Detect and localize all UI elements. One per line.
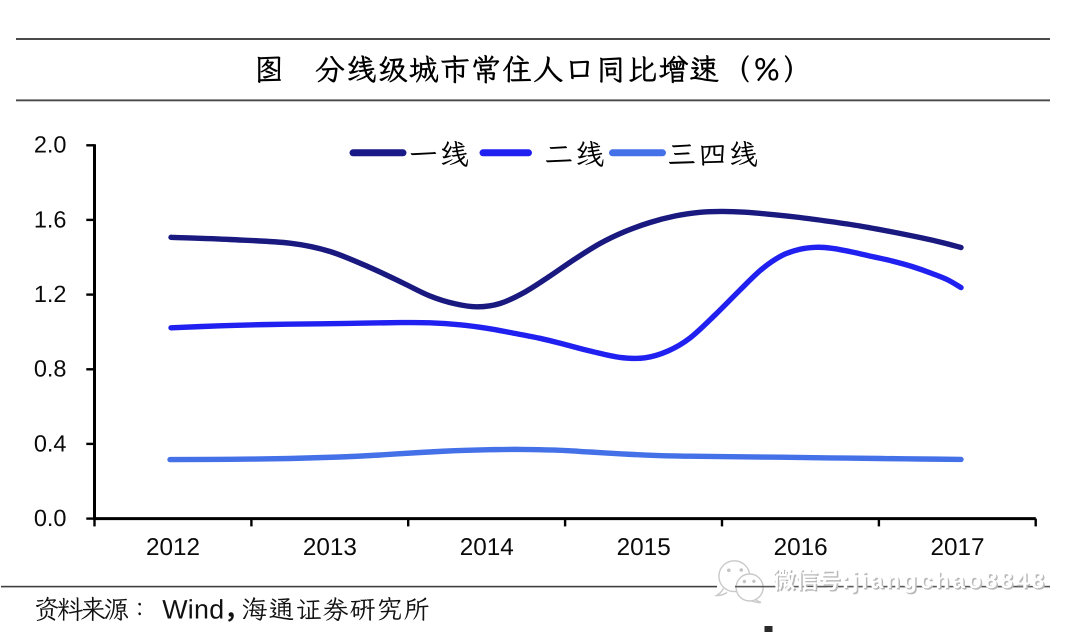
svg-text:1.6: 1.6 — [34, 206, 67, 232]
svg-text:2.0: 2.0 — [34, 132, 67, 158]
svg-text:0.8: 0.8 — [34, 356, 67, 382]
svg-text:Wind: Wind — [162, 594, 224, 624]
svg-text:2013: 2013 — [303, 534, 357, 561]
svg-text:0.4: 0.4 — [34, 430, 67, 456]
svg-text:2016: 2016 — [774, 534, 828, 561]
svg-text:1.2: 1.2 — [34, 281, 67, 307]
svg-text:2014: 2014 — [460, 534, 514, 561]
svg-text:2012: 2012 — [146, 534, 200, 561]
svg-text::jiangchao8848: :jiangchao8848 — [843, 569, 1048, 595]
svg-text::jiangchao8848: :jiangchao8848 — [842, 567, 1047, 593]
svg-text:2017: 2017 — [930, 534, 984, 561]
svg-text:2015: 2015 — [617, 534, 671, 561]
svg-text:0.0: 0.0 — [34, 505, 67, 531]
